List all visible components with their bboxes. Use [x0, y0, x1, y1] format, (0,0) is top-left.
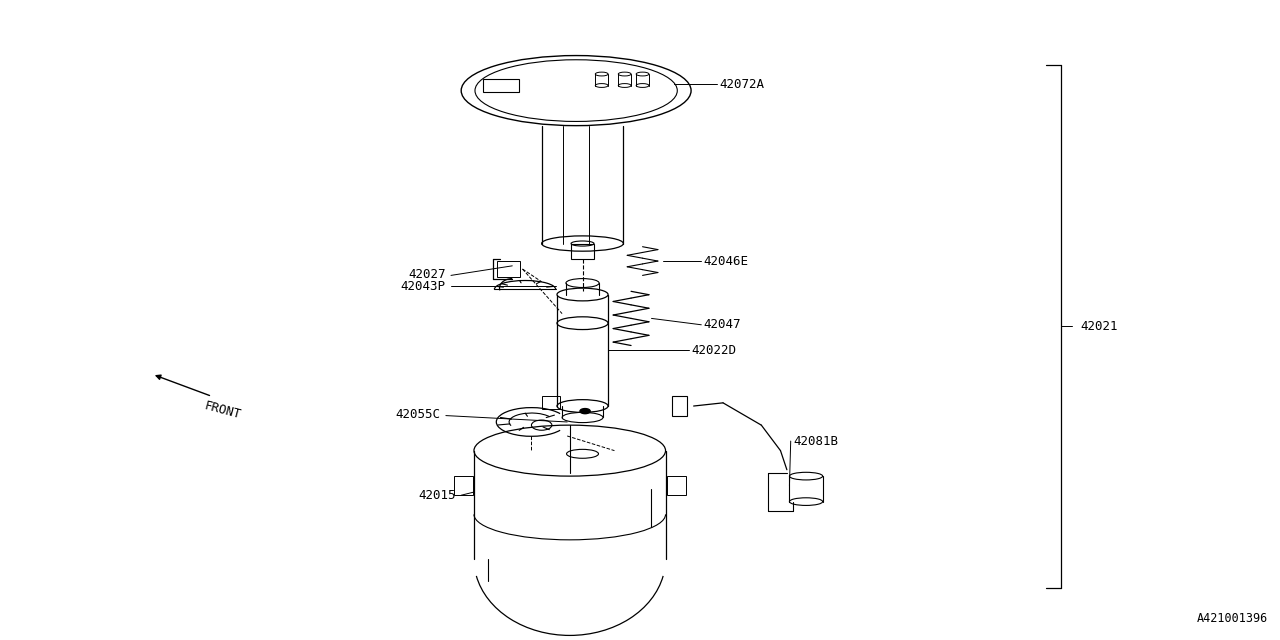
Bar: [667, 476, 686, 495]
Text: 42046E: 42046E: [704, 255, 749, 268]
Bar: [571, 244, 594, 259]
Text: 42081B: 42081B: [794, 435, 838, 447]
Text: A421001396: A421001396: [1197, 612, 1268, 625]
Bar: [453, 476, 472, 495]
Text: 42027: 42027: [408, 268, 445, 280]
Text: 42015: 42015: [419, 489, 456, 502]
Text: 42072A: 42072A: [719, 77, 764, 91]
Text: 42047: 42047: [704, 318, 741, 332]
Text: 42021: 42021: [1080, 320, 1119, 333]
Text: 42022D: 42022D: [691, 344, 736, 356]
Text: 42043P: 42043P: [401, 280, 445, 292]
Text: 42055C: 42055C: [396, 408, 440, 421]
Circle shape: [580, 408, 590, 413]
Bar: [497, 260, 520, 276]
Bar: [672, 396, 687, 415]
Bar: [541, 396, 559, 409]
Text: FRONT: FRONT: [204, 399, 243, 422]
Bar: [483, 79, 518, 92]
